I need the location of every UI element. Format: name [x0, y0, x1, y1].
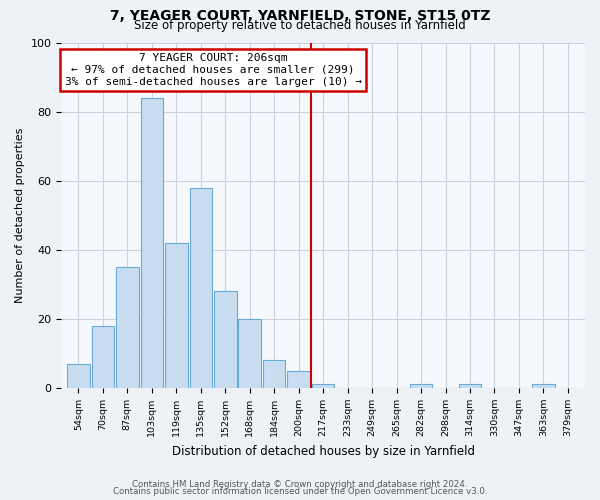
Bar	[214, 292, 236, 388]
Bar	[238, 319, 261, 388]
Bar	[67, 364, 89, 388]
Y-axis label: Number of detached properties: Number of detached properties	[15, 128, 25, 303]
Bar	[116, 267, 139, 388]
Bar	[165, 243, 188, 388]
Bar	[287, 370, 310, 388]
Bar	[263, 360, 286, 388]
Bar	[312, 384, 334, 388]
Bar	[140, 98, 163, 388]
Bar	[459, 384, 481, 388]
X-axis label: Distribution of detached houses by size in Yarnfield: Distribution of detached houses by size …	[172, 444, 475, 458]
Text: Contains HM Land Registry data © Crown copyright and database right 2024.: Contains HM Land Registry data © Crown c…	[132, 480, 468, 489]
Bar	[532, 384, 554, 388]
Text: 7, YEAGER COURT, YARNFIELD, STONE, ST15 0TZ: 7, YEAGER COURT, YARNFIELD, STONE, ST15 …	[110, 9, 490, 23]
Text: Contains public sector information licensed under the Open Government Licence v3: Contains public sector information licen…	[113, 488, 487, 496]
Text: Size of property relative to detached houses in Yarnfield: Size of property relative to detached ho…	[134, 19, 466, 32]
Bar	[92, 326, 114, 388]
Bar	[410, 384, 432, 388]
Text: 7 YEAGER COURT: 206sqm
← 97% of detached houses are smaller (299)
3% of semi-det: 7 YEAGER COURT: 206sqm ← 97% of detached…	[65, 54, 362, 86]
Bar	[190, 188, 212, 388]
